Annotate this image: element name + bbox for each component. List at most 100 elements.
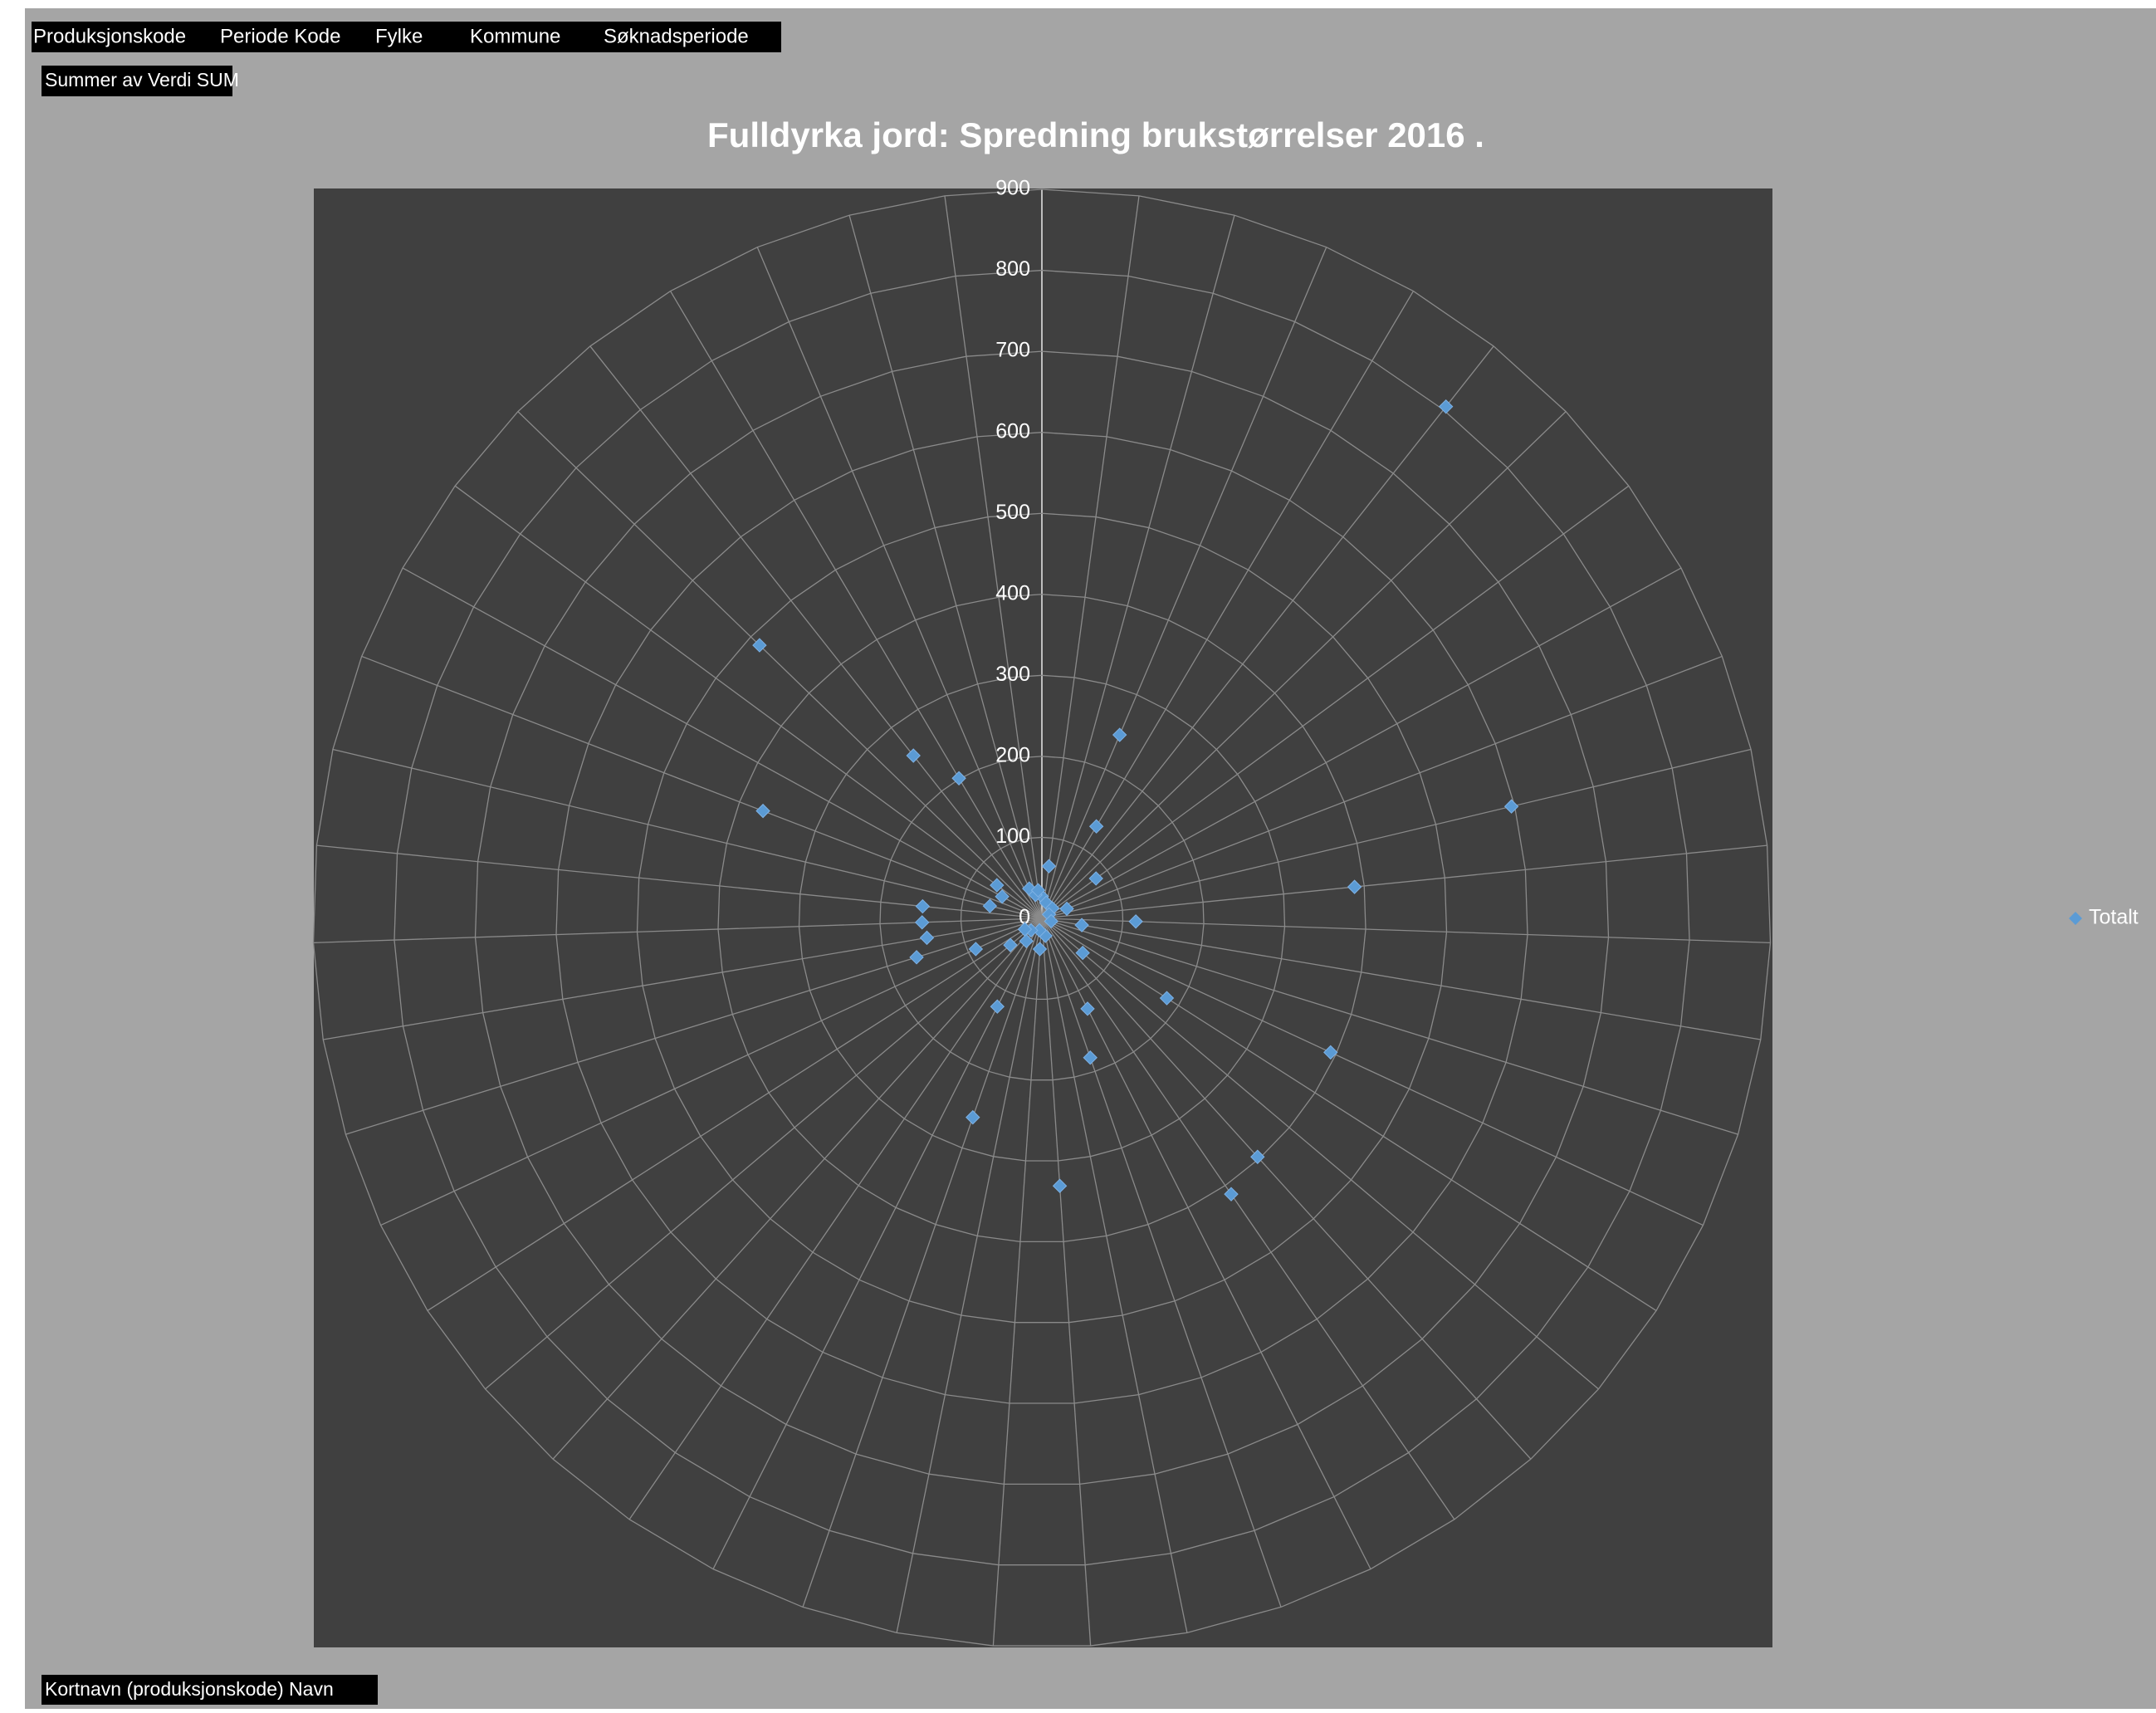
data-point — [1503, 799, 1519, 814]
grid-ring — [474, 350, 1610, 1485]
data-point — [906, 748, 921, 763]
legend-marker — [2069, 912, 2082, 925]
spoke — [552, 918, 1043, 1460]
grid-ring — [960, 836, 1124, 1000]
data-point — [752, 638, 767, 653]
filter-button[interactable]: Søknadsperiode — [604, 25, 749, 47]
spoke — [1041, 247, 1327, 919]
filter-bar — [32, 22, 781, 52]
y-tick-label: 400 — [995, 581, 1030, 604]
filter-button[interactable]: Periode Kode — [220, 25, 340, 47]
data-point — [1438, 399, 1454, 414]
spoke — [896, 918, 1043, 1633]
spoke — [345, 918, 1043, 1135]
axis-field: Kortnavn (produksjonskode) Navn — [45, 1678, 334, 1700]
spoke — [802, 918, 1043, 1608]
y-tick-label: 800 — [995, 257, 1030, 281]
data-point — [1088, 871, 1103, 886]
spoke — [1041, 195, 1140, 919]
spoke — [1041, 918, 1282, 1608]
values-button[interactable] — [42, 66, 232, 96]
data-point — [1347, 879, 1362, 894]
y-tick-label: 900 — [995, 177, 1030, 200]
data-point — [1044, 913, 1058, 929]
data-point — [966, 1109, 980, 1125]
spoke — [1041, 918, 1092, 1647]
spoke — [517, 411, 1043, 919]
data-point — [968, 942, 984, 957]
spoke — [628, 918, 1043, 1520]
axis-button[interactable] — [42, 1675, 378, 1705]
data-point — [951, 771, 966, 786]
spoke — [848, 215, 1043, 919]
spoke — [669, 291, 1043, 919]
spoke — [332, 748, 1043, 919]
spoke — [361, 655, 1043, 919]
data-point — [1003, 937, 1018, 952]
data-point — [1074, 918, 1089, 932]
spoke — [944, 195, 1043, 919]
data-point — [755, 803, 770, 819]
spoke — [402, 567, 1043, 919]
spoke — [1041, 918, 1455, 1520]
spoke — [1041, 918, 1188, 1633]
grid-ring — [636, 512, 1448, 1324]
data-point — [1080, 1001, 1095, 1016]
values-field: Summer av Verdi SUM — [45, 69, 239, 91]
spoke — [1041, 918, 1532, 1460]
data-point — [919, 930, 935, 946]
spoke — [1041, 567, 1682, 919]
data-point — [1030, 883, 1046, 898]
data-point — [1032, 942, 1048, 957]
data-point — [1059, 901, 1074, 917]
data-point — [1112, 727, 1127, 742]
spoke — [1041, 918, 1704, 1226]
spoke — [380, 918, 1043, 1226]
filter-button[interactable]: Fylke — [375, 25, 423, 47]
spoke — [1041, 655, 1723, 919]
data-point — [909, 950, 924, 965]
filter-button[interactable]: Kommune — [470, 25, 560, 47]
spoke — [1041, 411, 1567, 919]
legend-label: Totalt — [2089, 906, 2139, 929]
data-point — [1128, 914, 1143, 929]
grid-ring — [312, 188, 1772, 1647]
spoke — [1041, 918, 1599, 1390]
data-point — [1075, 945, 1090, 961]
spoke — [454, 485, 1043, 919]
spoke — [1041, 918, 1771, 943]
data-point — [982, 898, 998, 913]
data-point — [1052, 1178, 1068, 1193]
spoke — [589, 345, 1043, 919]
grid-ring — [798, 674, 1286, 1162]
spoke — [1041, 748, 1752, 919]
data-point — [1088, 819, 1104, 834]
spoke — [992, 918, 1043, 1647]
y-tick-label: 500 — [995, 501, 1030, 524]
spoke — [1041, 844, 1767, 919]
data-point — [1159, 991, 1175, 1006]
spoke — [1041, 485, 1630, 919]
data-point — [995, 889, 1010, 904]
grid-ring — [394, 269, 1690, 1566]
data-point — [1019, 933, 1034, 949]
data-point — [1017, 922, 1033, 937]
data-point — [1323, 1045, 1338, 1060]
y-tick-label: 700 — [995, 339, 1030, 362]
grid-ring — [717, 594, 1366, 1243]
y-tick-label: 200 — [995, 743, 1030, 766]
grid-ring — [555, 432, 1528, 1404]
y-tick-label: 100 — [995, 825, 1030, 848]
chart-title: Fulldyrka jord: Spredning brukstørrelser… — [707, 115, 1484, 154]
spoke — [1041, 918, 1657, 1311]
filter-button[interactable]: Produksjonskode — [33, 25, 186, 47]
data-point — [1083, 1050, 1098, 1065]
spoke — [1041, 215, 1235, 919]
spoke — [712, 918, 1043, 1569]
data-point — [1250, 1149, 1265, 1164]
data-point — [914, 915, 930, 930]
grid-ring — [879, 756, 1205, 1081]
y-tick-label: 300 — [995, 663, 1030, 686]
spoke — [756, 247, 1043, 919]
